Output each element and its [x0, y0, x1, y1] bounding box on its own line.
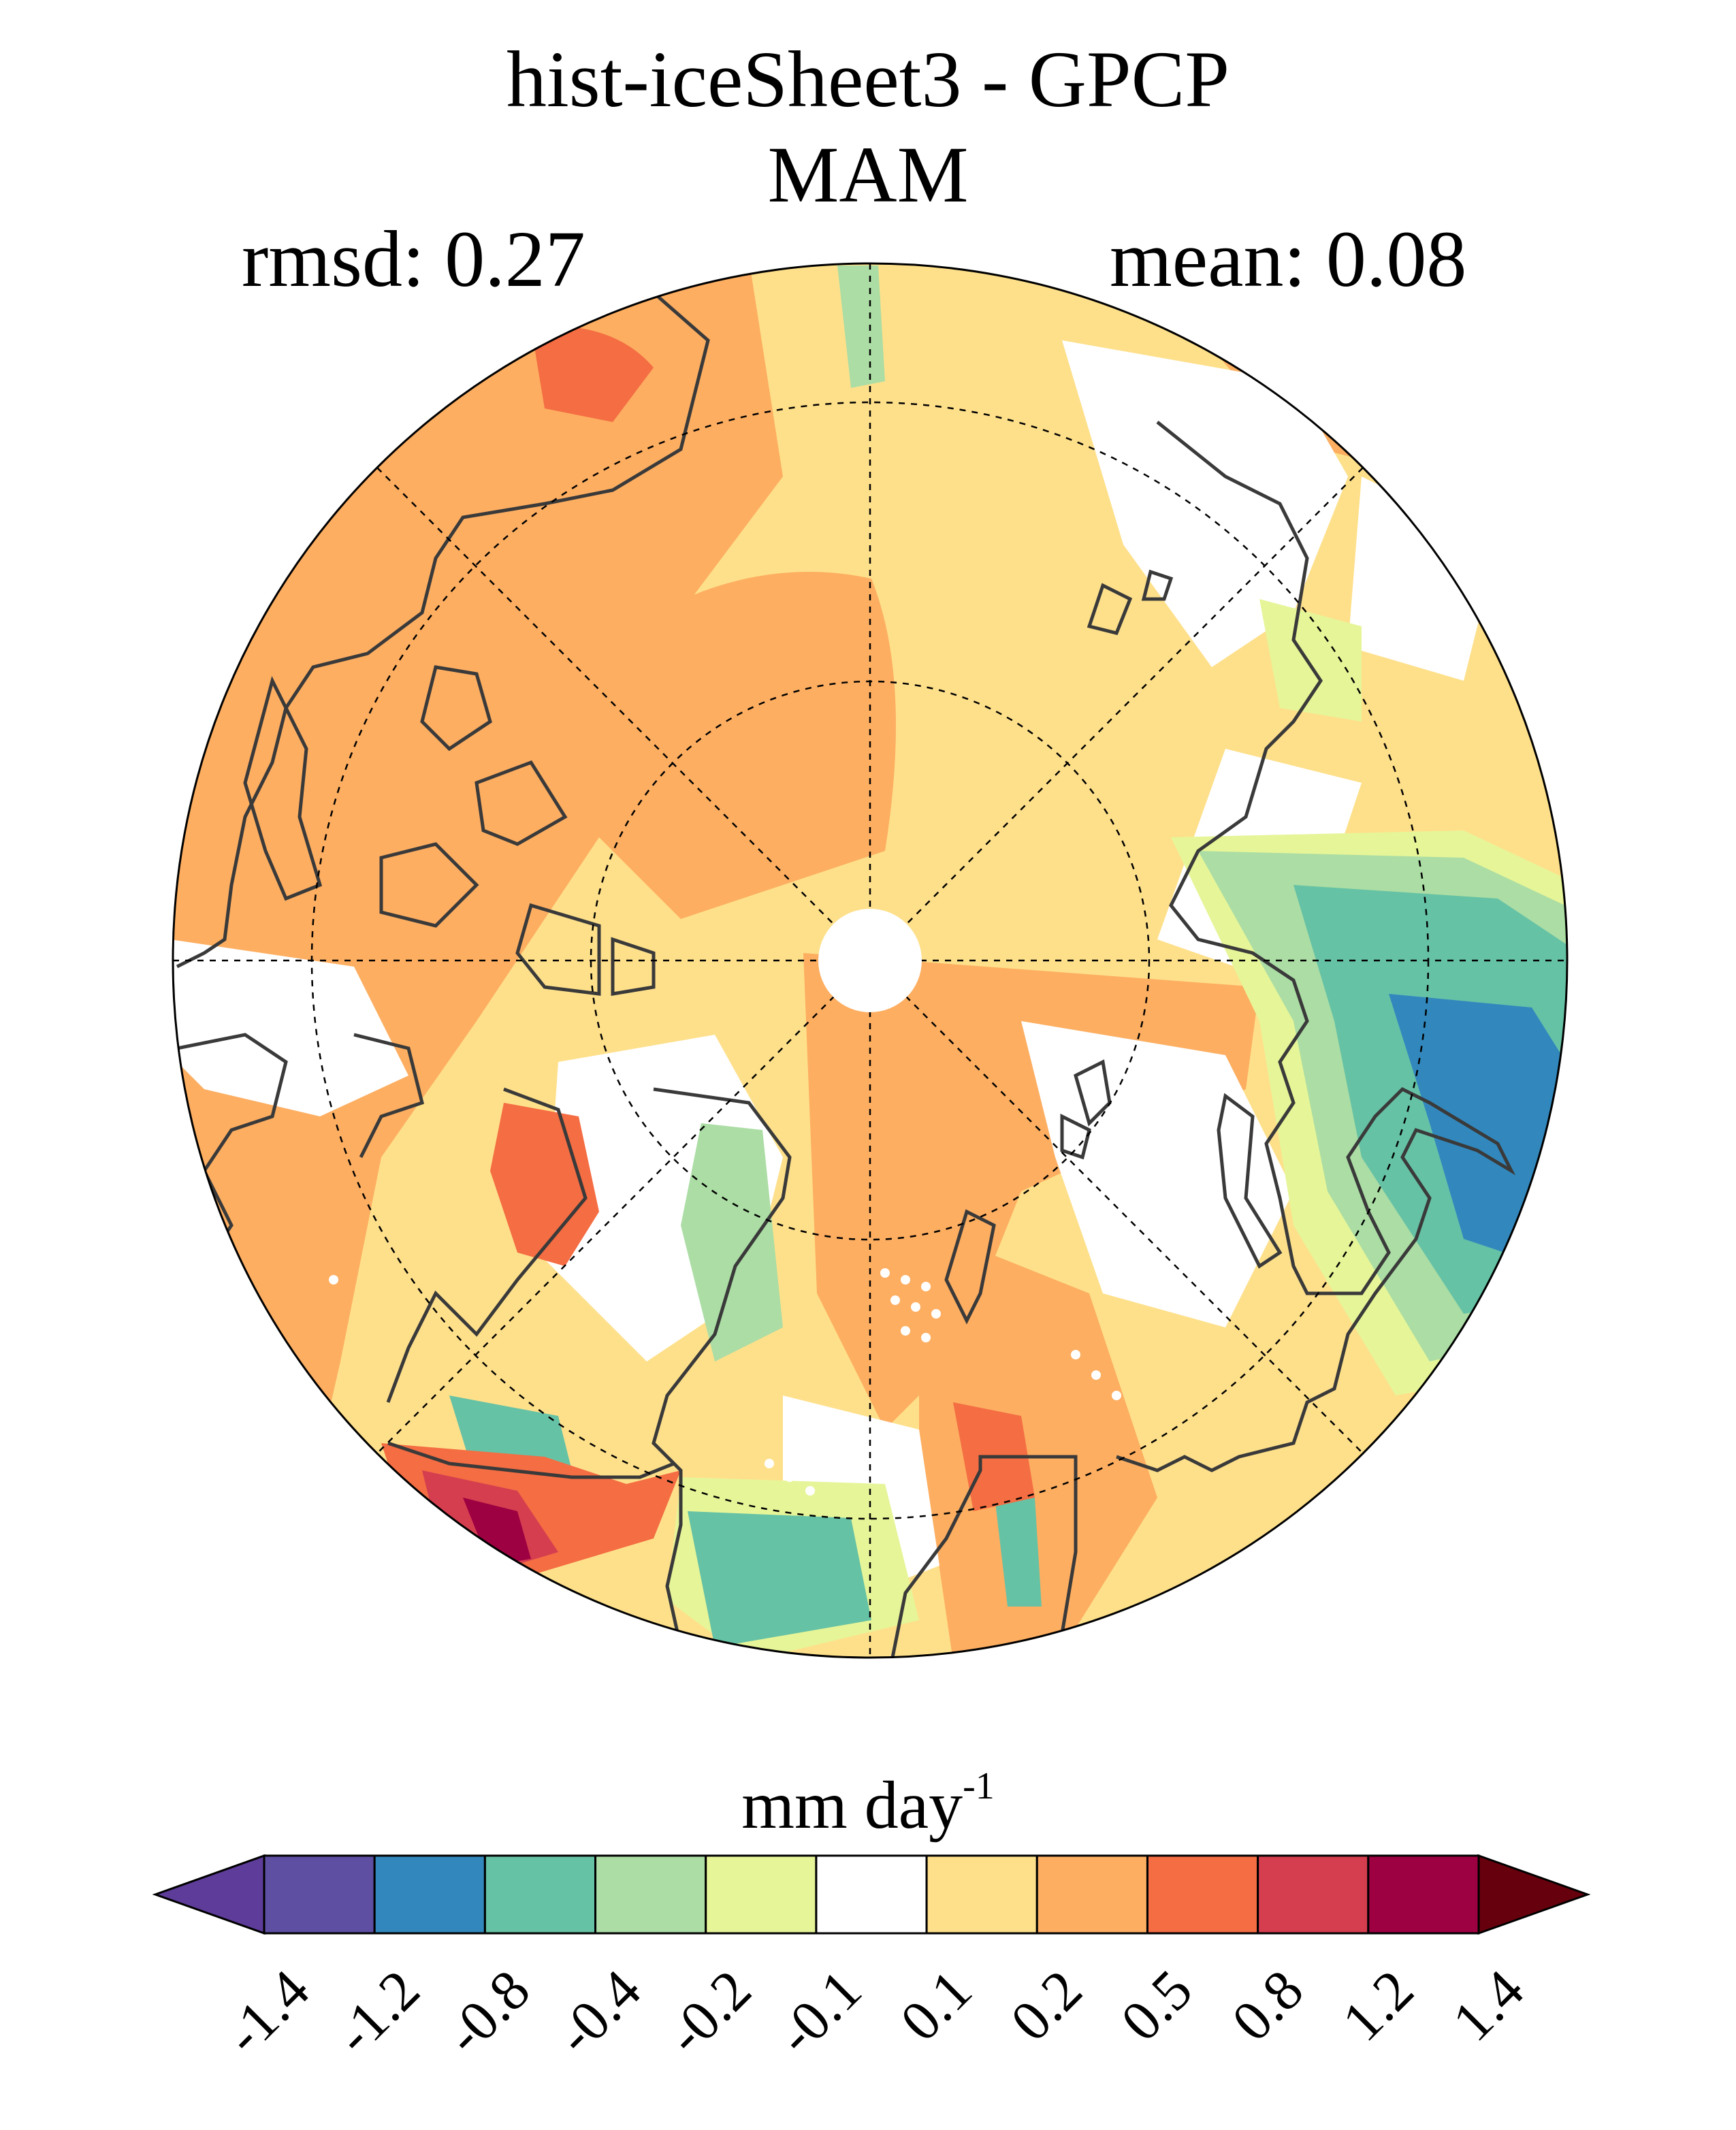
colorbar-swatch — [1257, 1854, 1370, 1935]
units-base: mm day — [741, 1767, 963, 1843]
season-label: MAM — [767, 130, 969, 219]
colorbar-swatch — [373, 1854, 486, 1935]
colorbar-extend-high — [1477, 1854, 1591, 1935]
colorbar-swatch — [1035, 1854, 1148, 1935]
mean-label: mean: 0.08 — [1110, 214, 1467, 304]
units-exponent: -1 — [963, 1765, 995, 1807]
colorbar-units: mm day-1 — [0, 1767, 1736, 1839]
graticule — [173, 263, 1567, 1658]
colorbar-swatch — [483, 1854, 597, 1935]
rmsd-label: rmsd: 0.27 — [242, 214, 585, 304]
map-border — [172, 262, 1569, 1659]
colorbar-swatch — [263, 1854, 376, 1935]
colorbar-swatch — [815, 1854, 928, 1935]
plot-title: hist-iceSheet3 - GPCP — [507, 35, 1229, 124]
colorbar-swatch — [1367, 1854, 1480, 1935]
colorbar-swatch — [705, 1854, 818, 1935]
coastlines — [176, 291, 1516, 1658]
colorbar-swatch — [594, 1854, 707, 1935]
colorbar-swatch — [925, 1854, 1038, 1935]
colorbar-extend-low — [152, 1854, 266, 1935]
colorbar-swatch — [1146, 1854, 1259, 1935]
pole-hole — [818, 909, 922, 1012]
significance-stippling — [329, 1214, 1203, 1496]
